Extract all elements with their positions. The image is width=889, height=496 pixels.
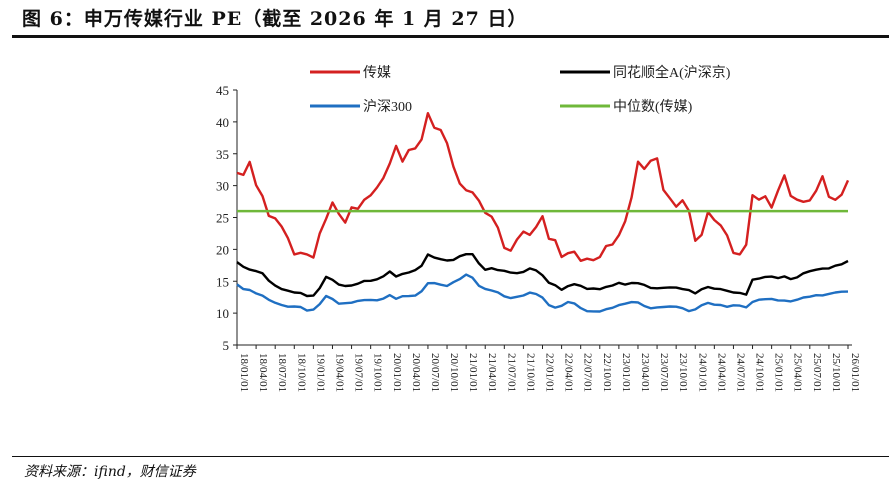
x-tick-label: 21/01/01: [467, 353, 479, 392]
x-tick-label: 24/04/01: [715, 353, 727, 392]
x-tick-label: 18/10/01: [295, 353, 307, 392]
x-tick-label: 22/07/01: [582, 353, 594, 392]
y-tick-label: 35: [216, 147, 229, 162]
x-tick-label: 23/07/01: [658, 353, 670, 392]
x-tick-label: 19/07/01: [353, 353, 365, 392]
x-tick-label: 20/10/01: [448, 353, 460, 392]
source-note: 资料来源：ifind，财信证券: [24, 464, 196, 480]
x-tick-label: 20/07/01: [429, 353, 441, 392]
x-tick-label: 25/07/01: [811, 353, 823, 392]
y-tick-label: 25: [216, 211, 229, 226]
y-tick-label: 30: [216, 179, 229, 194]
y-tick-label: 40: [216, 115, 229, 130]
legend-label: 中位数(传媒): [613, 99, 693, 115]
x-tick-label: 21/10/01: [524, 353, 536, 392]
x-tick-label: 18/04/01: [257, 353, 269, 392]
x-tick-label: 24/10/01: [754, 353, 766, 392]
x-tick-label: 21/07/01: [505, 353, 517, 392]
x-tick-label: 20/04/01: [410, 353, 422, 392]
title-divider: [12, 35, 889, 38]
x-tick-label: 22/01/01: [544, 353, 556, 392]
x-tick-label: 21/04/01: [486, 353, 498, 392]
y-tick-label: 20: [216, 242, 229, 257]
x-tick-label: 18/07/01: [276, 353, 288, 392]
x-tick-label: 25/01/01: [773, 353, 785, 392]
series-line-1: [236, 252, 849, 298]
x-tick-label: 22/10/01: [601, 353, 613, 392]
x-tick-label: 26/01/01: [849, 353, 861, 392]
y-tick-label: 45: [216, 83, 229, 98]
legend-label: 同花顺全A(沪深京): [613, 64, 731, 81]
series-line-2: [236, 273, 849, 313]
series-line-0: [236, 111, 850, 262]
x-tick-label: 23/10/01: [677, 353, 689, 392]
y-tick-label: 5: [223, 338, 230, 353]
x-tick-label: 19/01/01: [314, 353, 326, 392]
y-tick-label: 10: [216, 306, 229, 321]
x-tick-label: 25/04/01: [792, 353, 804, 392]
x-tick-label: 23/01/01: [620, 353, 632, 392]
legend-label: 沪深300: [363, 99, 412, 115]
x-tick-label: 18/01/01: [238, 353, 250, 392]
x-tick-label: 20/01/01: [391, 353, 403, 392]
x-tick-label: 23/04/01: [639, 353, 651, 392]
x-tick-label: 24/07/01: [734, 353, 746, 392]
y-tick-label: 15: [216, 274, 229, 289]
x-tick-label: 24/01/01: [696, 353, 708, 392]
x-tick-label: 19/10/01: [372, 353, 384, 392]
chart-title: 图 6：申万传媒行业 PE（截至 2026 年 1 月 27 日）: [22, 8, 528, 30]
x-tick-label: 25/10/01: [830, 353, 842, 392]
footer-divider: [12, 456, 889, 457]
x-tick-label: 22/04/01: [563, 353, 575, 392]
legend-label: 传媒: [363, 65, 391, 81]
x-tick-label: 19/04/01: [333, 353, 345, 392]
